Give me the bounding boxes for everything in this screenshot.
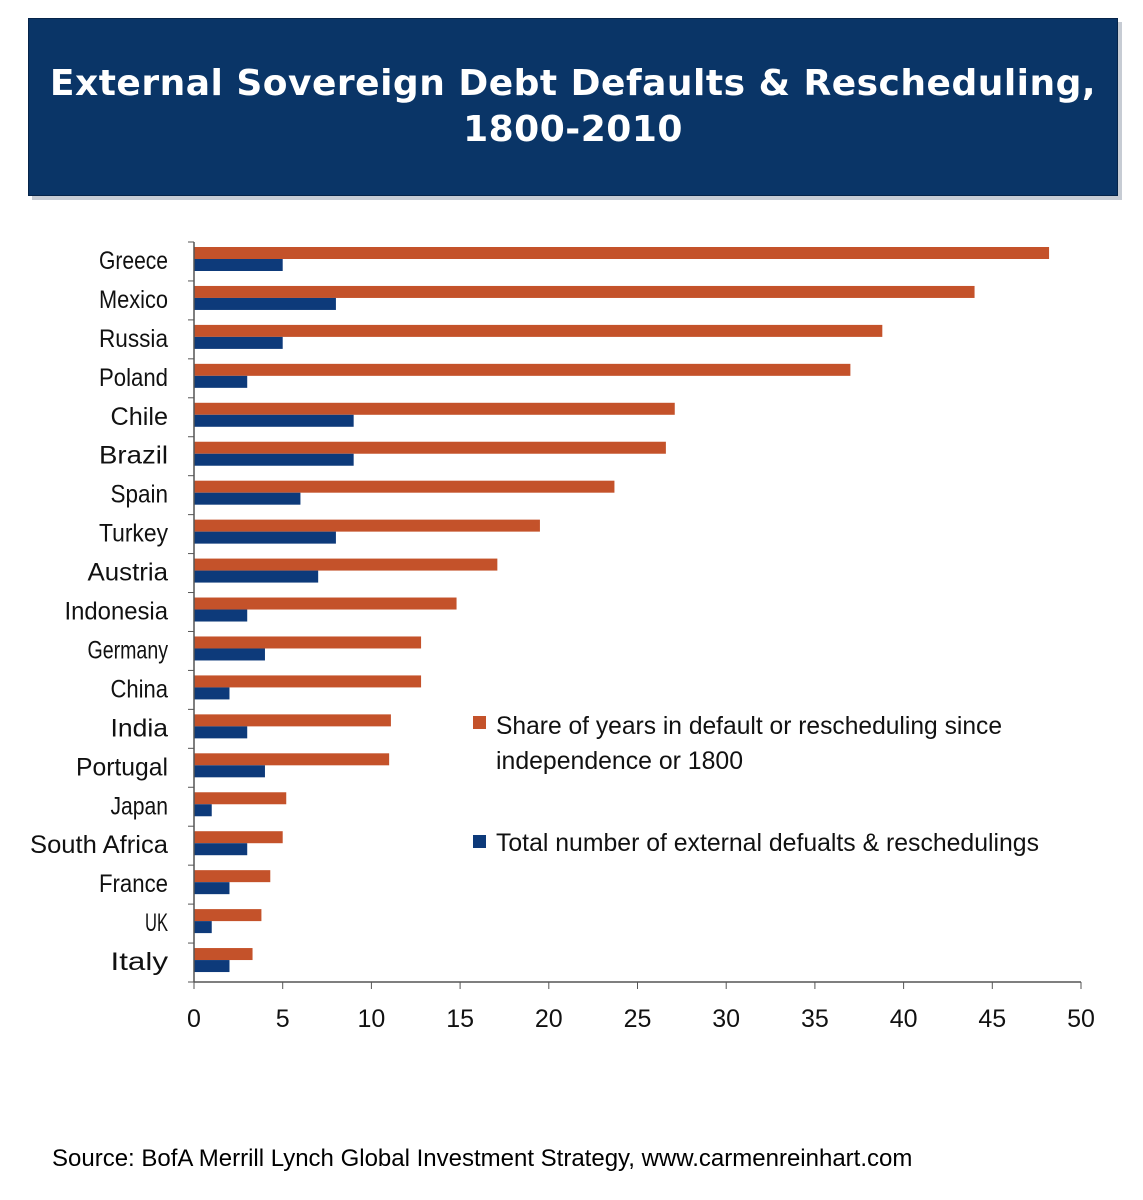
legend-label-share-line2: independence or 1800 [496,747,743,775]
x-tick-label: 45 [978,1005,1006,1033]
bar-share [194,714,391,727]
x-tick-label: 35 [801,1005,829,1033]
category-label: China [111,675,169,703]
bar-share [194,247,1050,259]
bar-count [194,648,265,661]
bar-count [194,726,248,739]
bar-share [194,597,457,610]
bar-count [194,804,212,817]
x-tick-label: 40 [890,1005,918,1033]
bar-share [194,948,253,961]
bar-share [194,636,422,649]
category-label: Poland [99,364,168,392]
bar-count [194,570,319,583]
bar-share [194,870,271,883]
category-label: Turkey [99,520,168,548]
bar-count [194,921,212,934]
category-label: Portugal [76,753,168,781]
bar-share [194,792,287,805]
category-label: UK [145,909,168,937]
category-label: Italy [111,948,169,976]
bar-share [194,402,675,415]
bar-count [194,687,230,700]
bar-count [194,882,230,895]
bar-share [194,753,390,766]
category-label: Greece [99,247,168,275]
bar-chart: Greece Mexico Russia Poland Chile Brazil Spain… [30,241,1095,1033]
bar-count [194,609,248,622]
category-label: Mexico [99,286,168,314]
x-tick-label: 5 [276,1005,290,1033]
bar-count [194,414,354,427]
x-tick-label: 50 [1067,1005,1095,1033]
legend-label-share-line1: Share of years in default or reschedulin… [496,712,1002,740]
category-label: Chile [111,403,169,431]
bar-share [194,519,540,532]
legend-swatch-count [473,835,486,848]
x-tick-label: 10 [357,1005,385,1033]
bar-count [194,765,265,778]
category-label: India [111,714,169,742]
x-tick-label: 15 [446,1005,474,1033]
category-label: Japan [111,792,169,820]
category-label: South Africa [30,831,168,859]
category-label: Austria [88,559,169,587]
bar-share [194,363,851,376]
bar-count [194,259,283,271]
bar-share [194,909,262,922]
legend-label-count: Total number of external defualts & resc… [496,829,1039,857]
category-label: Russia [99,325,168,353]
x-tick-label: 30 [712,1005,740,1033]
bar-count [194,843,248,856]
bar-count [194,336,283,349]
bar-share [194,285,975,298]
bar-count [194,531,336,544]
bar-share [194,324,883,337]
bar-share [194,480,615,493]
source-note: Source: BofA Merrill Lynch Global Invest… [52,1145,913,1172]
bar-count [194,453,354,466]
bar-share [194,675,422,688]
bar-share [194,831,283,844]
x-tick-label: 25 [624,1005,652,1033]
category-label: Germany [88,636,169,664]
chart-title-line2: 1800-2010 [463,109,683,150]
category-label: Indonesia [65,598,169,626]
bar-count [194,375,248,388]
chart-title-line1: External Sovereign Debt Defaults & Resch… [49,63,1097,104]
category-label: France [99,870,168,898]
legend-swatch-share [473,716,486,729]
bar-share [194,441,666,454]
x-tick-label: 20 [535,1005,563,1033]
bar-count [194,297,336,310]
bar-count [194,960,230,973]
bar-count [194,492,301,505]
x-tick-label: 0 [187,1005,201,1033]
category-label: Brazil [99,442,168,470]
category-label: Spain [111,481,169,509]
title-banner: External Sovereign Debt Defaults & Resch… [28,18,1118,196]
bar-share [194,558,498,571]
